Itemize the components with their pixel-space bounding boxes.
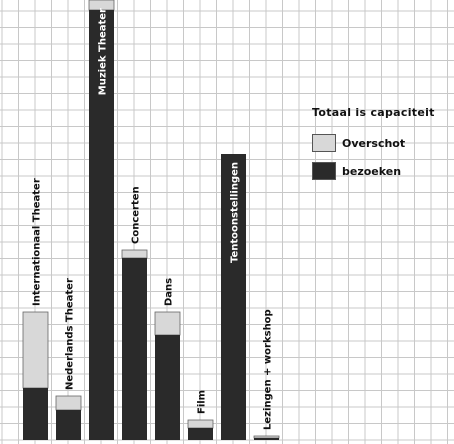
bar-bezoeken-film: [188, 428, 213, 440]
legend-swatch-bezoeken: [312, 162, 336, 180]
category-label-nederlands-theater: Nederlands Theater: [65, 278, 76, 390]
bar-bezoeken-tentoonstellingen: [221, 154, 246, 440]
bar-overschot-film: [187, 419, 214, 429]
bar-bezoeken-concerten: [122, 258, 147, 440]
legend-item-overschot: Overschot: [312, 129, 435, 157]
category-label-concerten: Concerten: [131, 186, 142, 244]
bar-overschot-lezingen-workshop: [253, 435, 280, 439]
legend-label-bezoeken: bezoeken: [342, 164, 402, 178]
bar-bezoeken-internationaal-theater: [23, 388, 48, 440]
category-label-film: Film: [197, 390, 208, 414]
category-label-internationaal-theater: Internationaal Theater: [32, 178, 43, 306]
category-label-lezingen-workshop: Lezingen + workshop: [263, 309, 274, 430]
legend-item-bezoeken: bezoeken: [312, 157, 435, 185]
category-labels: Internationaal Theater Nederlands Theater…: [32, 8, 274, 430]
legend: Totaal is capaciteit Overschot bezoeken: [312, 106, 435, 185]
bar-overschot-nederlands-theater: [55, 395, 82, 411]
category-label-muziek-theater: Muziek Theater: [98, 8, 109, 95]
bar-overschot-dans: [154, 311, 181, 336]
bar-bezoeken-lezingen-workshop: [254, 438, 279, 440]
bar-overschot-internationaal-theater: [22, 311, 49, 389]
bar-overschot-concerten: [121, 249, 148, 259]
legend-swatch-overschot: [312, 134, 336, 152]
bar-bezoeken-nederlands-theater: [56, 410, 81, 440]
category-label-tentoonstellingen: Tentoonstellingen: [230, 162, 241, 263]
category-label-dans: Dans: [164, 278, 175, 306]
legend-title: Totaal is capaciteit: [312, 106, 435, 119]
bar-bezoeken-muziek-theater: [89, 10, 114, 440]
bars-group: [22, 0, 280, 440]
legend-label-overschot: Overschot: [342, 136, 406, 150]
bar-bezoeken-dans: [155, 335, 180, 440]
